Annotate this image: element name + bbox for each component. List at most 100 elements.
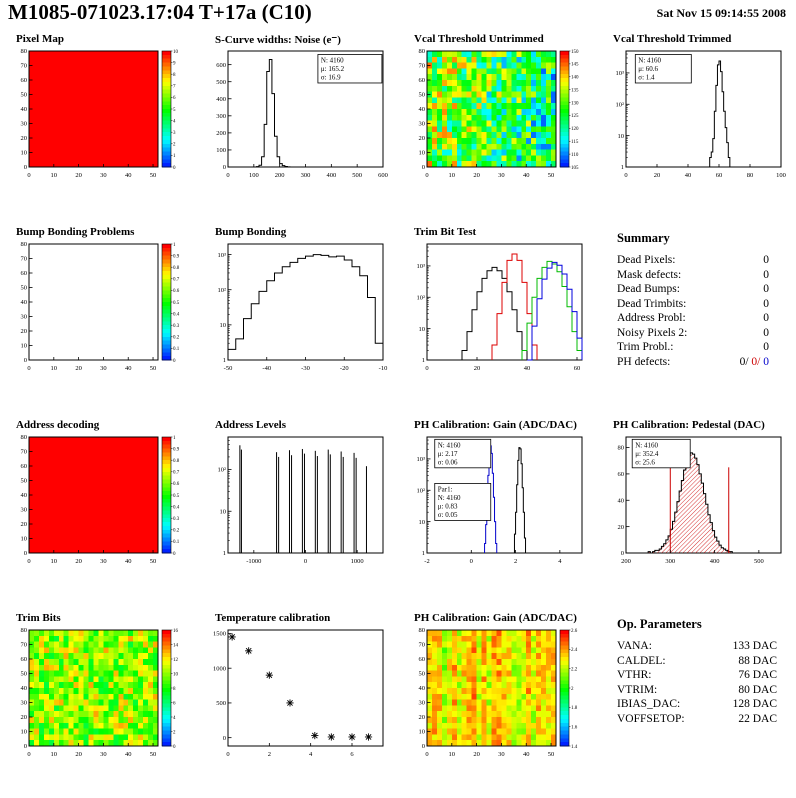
svg-text:100: 100 xyxy=(776,172,786,179)
svg-text:0: 0 xyxy=(470,558,473,565)
svg-text:60: 60 xyxy=(21,463,28,470)
svg-text:0.1: 0.1 xyxy=(173,540,180,545)
svg-text:-1000: -1000 xyxy=(246,558,261,565)
svg-text:20: 20 xyxy=(21,714,28,721)
svg-text:1000: 1000 xyxy=(351,558,364,565)
summary-row: Address Probl: 0 xyxy=(617,311,769,326)
svg-text:σ: 25.6: σ: 25.6 xyxy=(635,458,655,466)
svg-text:N: 4160: N: 4160 xyxy=(635,441,658,449)
op-parameters-title: Op. Parameters xyxy=(617,617,702,631)
bump-bonding-histogram: -50 -40 -30 -20 -10 1 10 10² 10³ xyxy=(218,243,387,372)
svg-text:2: 2 xyxy=(173,143,176,148)
svg-text:30: 30 xyxy=(419,121,426,128)
svg-text:μ: 352.4: μ: 352.4 xyxy=(635,450,659,458)
svg-text:70: 70 xyxy=(21,449,28,456)
svg-text:N: 4160: N: 4160 xyxy=(638,56,661,64)
svg-text:300: 300 xyxy=(216,113,226,120)
svg-text:0: 0 xyxy=(27,558,30,565)
svg-text:30: 30 xyxy=(21,700,28,707)
plot-cell-bump-bonding: Bump Bonding -50 -40 -30 -20 -10 1 10 10² 10³ xyxy=(203,219,402,412)
summary-row: Noisy Pixels 2: 0 xyxy=(617,326,769,341)
svg-text:120: 120 xyxy=(571,127,579,132)
op-parameter-row: VANA: 133 DAC xyxy=(617,639,777,654)
svg-text:1500: 1500 xyxy=(213,631,226,638)
svg-text:40: 40 xyxy=(21,299,28,306)
svg-text:500: 500 xyxy=(216,700,226,707)
svg-text:10³: 10³ xyxy=(417,263,426,270)
svg-text:0: 0 xyxy=(621,550,624,557)
svg-text:2.2: 2.2 xyxy=(571,667,578,672)
svg-text:4: 4 xyxy=(173,119,176,124)
plot-title: Vcal Threshold Trimmed xyxy=(613,33,732,45)
svg-text:300: 300 xyxy=(665,558,675,565)
svg-text:20: 20 xyxy=(21,521,28,528)
svg-text:0: 0 xyxy=(24,743,27,750)
plot-cell-bump-bonding-problems: Bump Bonding Problems 0 10 20 30 40 50 0 10 20 30… xyxy=(4,219,203,412)
svg-text:50: 50 xyxy=(150,172,157,179)
svg-text:80: 80 xyxy=(419,48,426,55)
svg-text:1: 1 xyxy=(621,164,624,171)
op-parameter-value: 22 DAC xyxy=(738,712,777,725)
svg-text:30: 30 xyxy=(21,507,28,514)
svg-text:600: 600 xyxy=(216,62,226,69)
svg-text:0.4: 0.4 xyxy=(173,505,180,510)
svg-text:10: 10 xyxy=(618,133,625,140)
svg-text:1: 1 xyxy=(173,436,176,441)
svg-text:N: 4160: N: 4160 xyxy=(438,441,461,449)
svg-text:0.7: 0.7 xyxy=(173,278,180,283)
svg-text:130: 130 xyxy=(571,101,579,106)
summary-ph-values: 0/ 0/ 0 xyxy=(740,355,769,370)
test-date: Sat Nov 15 09:14:55 2008 xyxy=(656,6,786,20)
plot-cell-trim-bit-test: Trim Bit Test 0 20 40 60 1 10 10² 10³ xyxy=(402,219,601,412)
summary-title: Summary xyxy=(617,231,670,245)
svg-text:40: 40 xyxy=(125,172,132,179)
svg-text:50: 50 xyxy=(548,751,555,758)
svg-text:30: 30 xyxy=(419,700,426,707)
svg-text:20: 20 xyxy=(473,172,480,179)
plot-grid: Pixel Map 0 10 20 30 40 50 0 10 20 30 40 50 60 70 80 0 1… xyxy=(0,26,796,798)
svg-text:8: 8 xyxy=(173,687,176,692)
svg-text:5: 5 xyxy=(173,108,176,113)
plot-title: Temperature calibration xyxy=(215,612,331,624)
trim-bit-test-histogram: 0 20 40 60 1 10 10² 10³ xyxy=(417,243,583,372)
temperature-calibration-scatter: 0 2 4 6 0 500 1000 1500 xyxy=(213,629,384,758)
svg-text:10: 10 xyxy=(21,150,28,157)
svg-text:2: 2 xyxy=(173,730,176,735)
svg-text:10: 10 xyxy=(21,343,28,350)
svg-text:60: 60 xyxy=(574,365,581,372)
plot-cell-address-decoding: Address decoding 0 10 20 30 40 50 0 10 20 30 40 50 6… xyxy=(4,412,203,605)
svg-text:105: 105 xyxy=(571,166,579,171)
svg-text:10: 10 xyxy=(419,326,426,333)
svg-text:0.6: 0.6 xyxy=(173,482,180,487)
ph-defects-blue: 0 xyxy=(763,355,769,368)
op-parameter-label: VTRIM: xyxy=(617,683,658,696)
svg-text:0.5: 0.5 xyxy=(173,494,180,499)
svg-text:80: 80 xyxy=(419,627,426,634)
svg-text:20: 20 xyxy=(474,365,481,372)
svg-text:10: 10 xyxy=(419,519,426,526)
svg-text:20: 20 xyxy=(75,558,82,565)
op-parameter-value: 76 DAC xyxy=(738,669,777,681)
svg-text:10: 10 xyxy=(51,172,58,179)
svg-text:40: 40 xyxy=(523,751,530,758)
svg-text:40: 40 xyxy=(618,497,625,504)
plot-title: Trim Bits xyxy=(16,612,61,624)
summary-row-value: 0 xyxy=(763,312,769,324)
svg-text:500: 500 xyxy=(216,79,226,86)
plot-cell-ph-pedestal: PH Calibration: Pedestal (DAC) 200 300 400… xyxy=(601,412,796,605)
plot-title: Pixel Map xyxy=(16,33,64,45)
svg-text:σ: 0.06: σ: 0.06 xyxy=(438,458,458,466)
svg-text:50: 50 xyxy=(419,671,426,678)
svg-text:10³: 10³ xyxy=(218,252,227,259)
summary-row-value: 0 xyxy=(763,283,769,295)
svg-text:10²: 10² xyxy=(218,287,227,294)
summary-row-label: Dead Bumps: xyxy=(617,283,680,295)
svg-text:40: 40 xyxy=(125,558,132,565)
svg-text:40: 40 xyxy=(21,106,28,113)
svg-text:1.8: 1.8 xyxy=(571,706,578,711)
svg-text:20: 20 xyxy=(75,365,82,372)
scurve-noise-histogram: 0 100 200 300 400 500 600 0 100 200 300 400 500 600 N:… xyxy=(216,50,388,179)
svg-text:16: 16 xyxy=(173,629,179,634)
svg-text:100: 100 xyxy=(249,172,259,179)
